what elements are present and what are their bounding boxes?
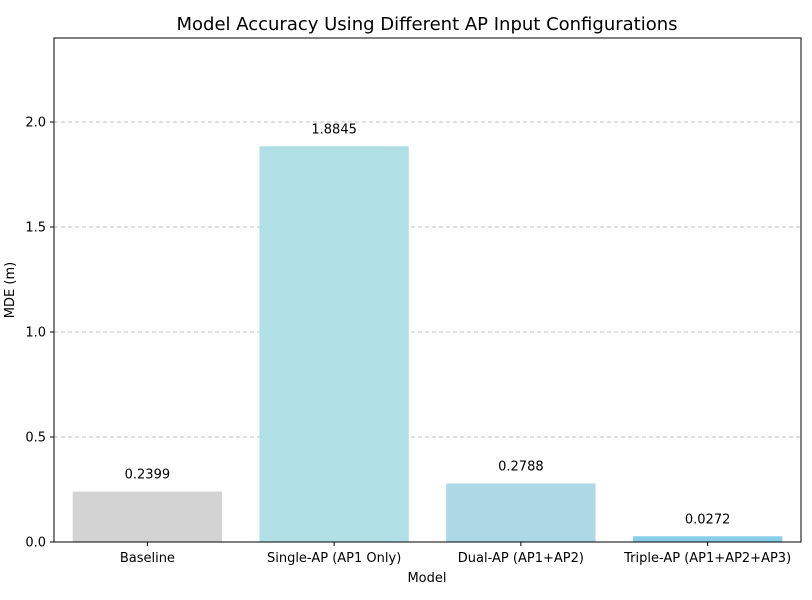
y-tick-label: 1.0 [25, 326, 46, 341]
bar-value-label: 0.2788 [498, 459, 544, 474]
x-tick-label: Single-AP (AP1 Only) [267, 551, 401, 566]
x-axis-label: Model [407, 571, 446, 586]
chart-title: Model Accuracy Using Different AP Input … [176, 14, 677, 35]
bar [259, 146, 409, 542]
x-tick-label: Dual-AP (AP1+AP2) [458, 551, 584, 566]
y-axis: 0.0 0.5 1.0 1.5 2.0 [25, 116, 54, 551]
x-tick-label: Baseline [120, 551, 175, 566]
grid-lines [54, 121, 801, 438]
bar [632, 536, 783, 542]
bar [72, 491, 223, 542]
bar-value-label: 0.2399 [125, 468, 171, 483]
y-axis-label: MDE (m) [3, 262, 18, 318]
y-tick-label: 1.5 [25, 221, 46, 236]
x-tick-label: Triple-AP (AP1+AP2+AP3) [623, 551, 791, 566]
y-tick-label: 2.0 [25, 116, 46, 131]
bar-value-label: 0.0272 [685, 512, 731, 527]
bar-value-label: 1.8845 [311, 122, 357, 137]
bars [72, 146, 783, 542]
y-tick-label: 0.5 [25, 431, 46, 446]
plot-frame [53, 37, 802, 543]
bar [446, 483, 596, 542]
bar-value-labels: 0.2399 1.8845 0.2788 0.0272 [125, 122, 731, 527]
x-axis: Baseline Single-AP (AP1 Only) Dual-AP (AP1… [120, 542, 791, 566]
y-tick-label: 0.0 [25, 536, 46, 551]
